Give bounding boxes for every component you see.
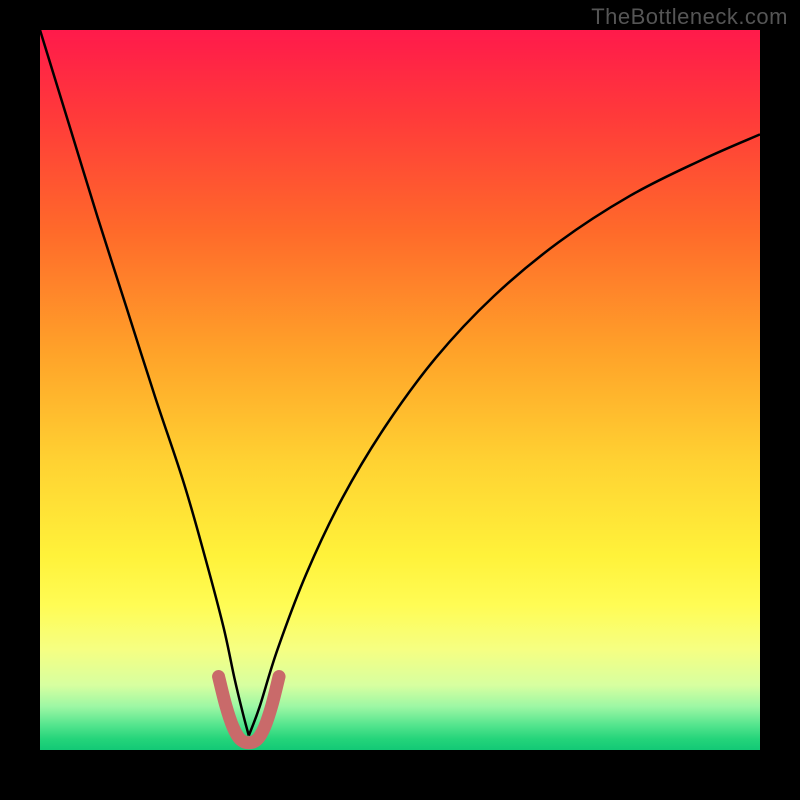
plot-background [40,30,760,750]
bottleneck-chart [0,0,800,800]
watermark-text: TheBottleneck.com [591,4,788,30]
